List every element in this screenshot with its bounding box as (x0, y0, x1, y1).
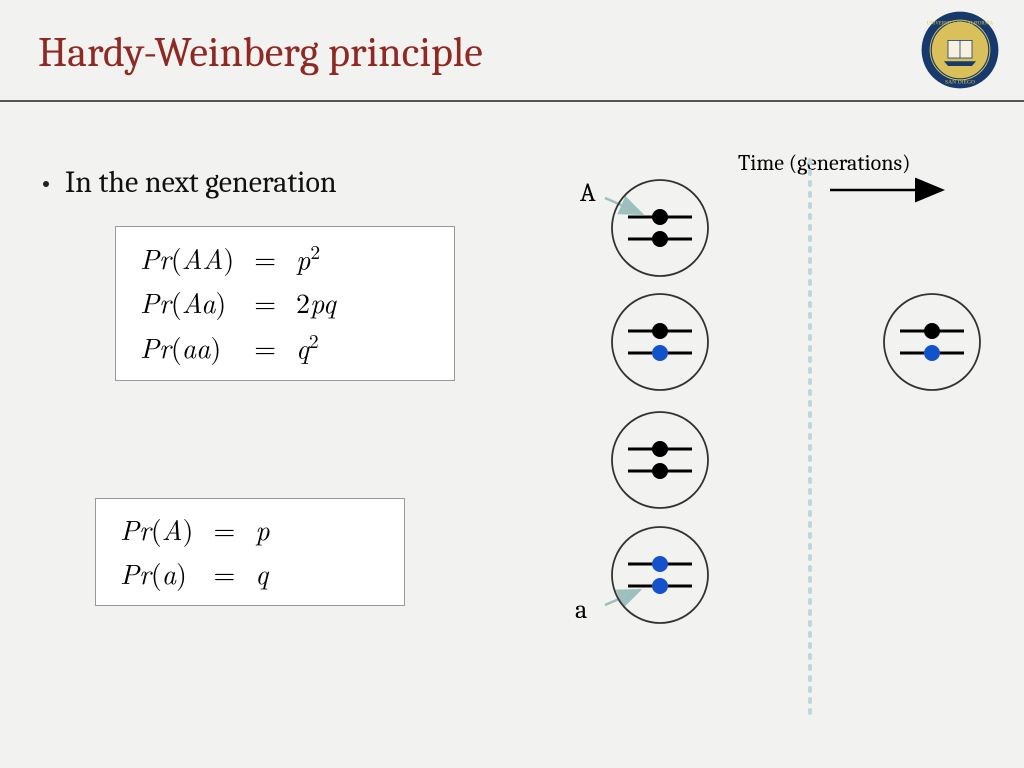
genetics-diagram (0, 0, 1024, 768)
time-axis-label: Time (generations) (738, 150, 911, 176)
allele-a-label: a (575, 595, 587, 625)
allele-A-label: A (580, 178, 596, 208)
genotype-equations-table: Pr(AA)=p2Pr(Aa)=2pqPr(aa)=q2 (130, 235, 346, 370)
university-seal-icon: UNIVERSITY OF CALIFORNIA SAN DIEGO (920, 10, 1000, 90)
bullet-text: In the next generation (65, 165, 337, 200)
allele-equations-box: Pr(A)=pPr(a)=q (95, 498, 405, 606)
allele-equations-table: Pr(A)=pPr(a)=q (110, 507, 280, 595)
genotype-equations-box: Pr(AA)=p2Pr(Aa)=2pqPr(aa)=q2 (115, 226, 455, 381)
bullet-dot-icon (43, 181, 49, 187)
slide-title: Hardy-Weinberg principle (38, 28, 483, 77)
svg-text:SAN DIEGO: SAN DIEGO (945, 80, 975, 86)
title-rule (0, 100, 1024, 102)
svg-text:UNIVERSITY OF CALIFORNIA: UNIVERSITY OF CALIFORNIA (927, 21, 994, 26)
bullet-label: In the next generation (65, 165, 337, 200)
